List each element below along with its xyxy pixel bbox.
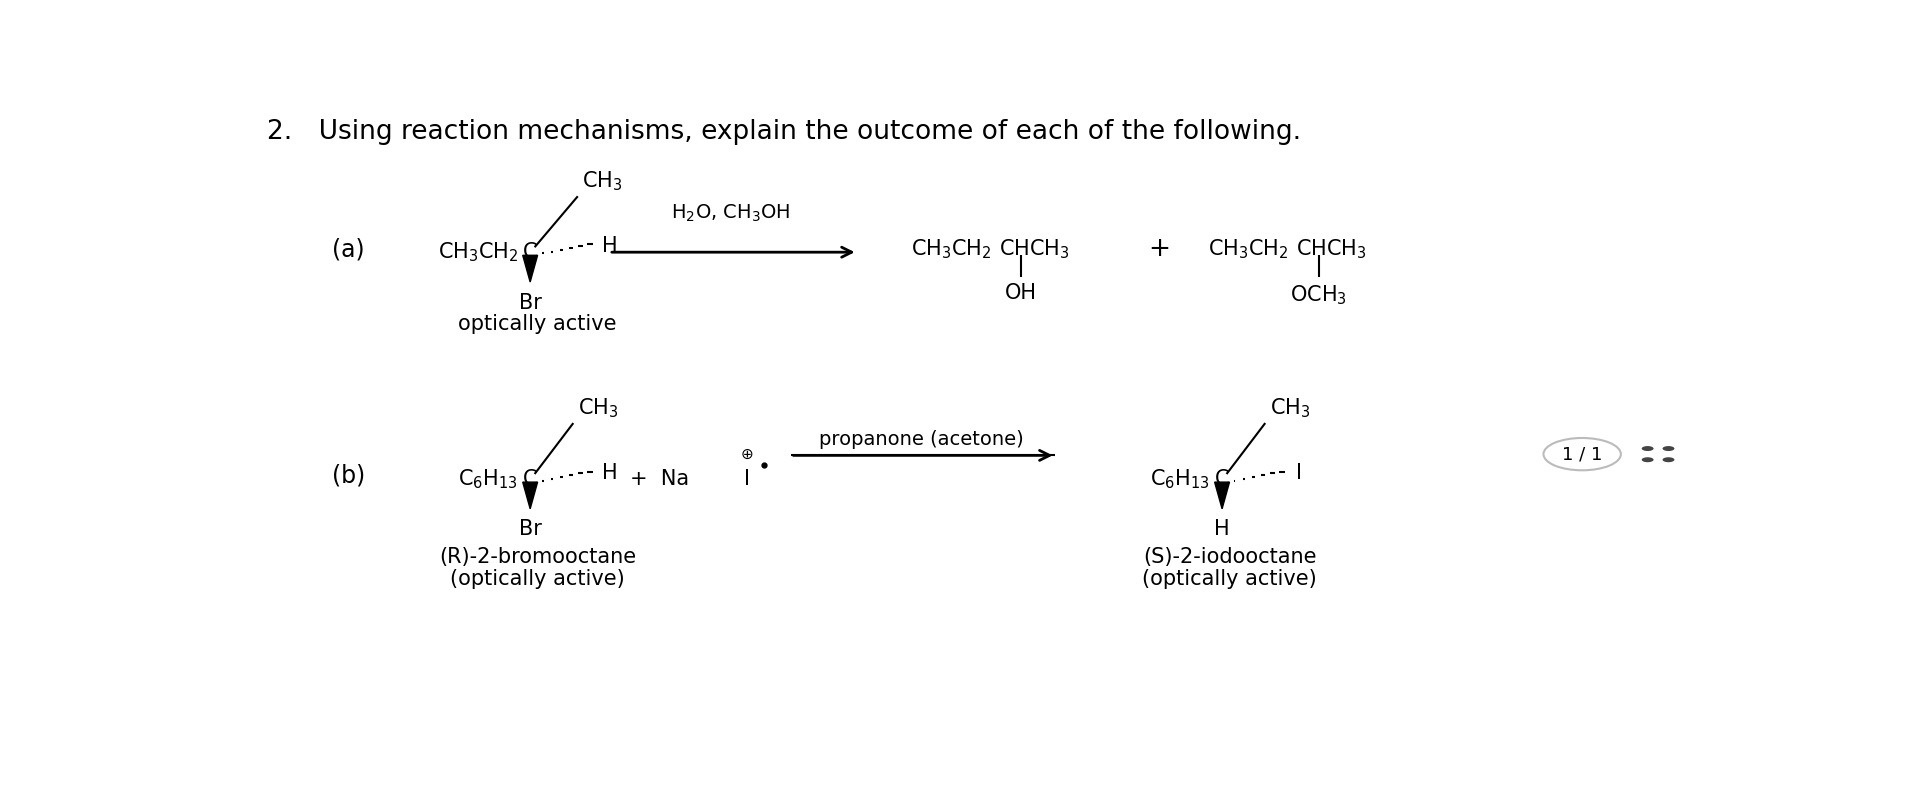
Text: H$_2$O, CH$_3$OH: H$_2$O, CH$_3$OH (672, 203, 791, 224)
Text: Br: Br (518, 293, 541, 312)
Circle shape (1642, 458, 1653, 462)
Text: H: H (601, 236, 616, 256)
Text: (optically active): (optically active) (449, 569, 626, 589)
Text: +: + (1148, 236, 1171, 262)
Text: C: C (522, 242, 538, 262)
Text: CH$_3$: CH$_3$ (578, 396, 618, 420)
Text: (optically active): (optically active) (1142, 569, 1317, 589)
Text: optically active: optically active (459, 314, 616, 333)
Text: CHCH$_3$: CHCH$_3$ (998, 237, 1069, 261)
Text: C$_6$H$_{13}$: C$_6$H$_{13}$ (1150, 467, 1210, 491)
Circle shape (1663, 458, 1674, 462)
Polygon shape (522, 482, 538, 509)
Text: OCH$_3$: OCH$_3$ (1290, 283, 1348, 307)
Text: (b): (b) (332, 464, 365, 488)
Text: CH$_3$CH$_2$: CH$_3$CH$_2$ (438, 240, 518, 264)
Text: CHCH$_3$: CHCH$_3$ (1296, 237, 1367, 261)
Circle shape (1642, 446, 1653, 451)
Polygon shape (1215, 482, 1229, 509)
Text: OH: OH (1006, 283, 1037, 303)
Text: 2.  Using reaction mechanisms, explain the outcome of each of the following.: 2. Using reaction mechanisms, explain th… (267, 119, 1302, 144)
Text: I: I (745, 469, 751, 489)
Text: CH$_3$: CH$_3$ (582, 169, 622, 193)
Text: CH$_3$CH$_2$: CH$_3$CH$_2$ (910, 237, 991, 261)
Text: I: I (1296, 462, 1302, 483)
Text: CH$_3$CH$_2$: CH$_3$CH$_2$ (1208, 237, 1288, 261)
Text: 1 / 1: 1 / 1 (1563, 445, 1603, 463)
Text: +  Na: + Na (630, 469, 689, 489)
Text: (S)-2-iodooctane: (S)-2-iodooctane (1142, 547, 1317, 567)
Text: C: C (1215, 469, 1229, 489)
Text: propanone (acetone): propanone (acetone) (820, 430, 1023, 449)
Text: ⊕: ⊕ (741, 446, 755, 462)
Text: Br: Br (518, 520, 541, 539)
Text: H: H (1213, 520, 1231, 539)
Text: (a): (a) (332, 237, 365, 261)
Text: CH$_3$: CH$_3$ (1269, 396, 1309, 420)
Text: C: C (522, 469, 538, 489)
Text: C$_6$H$_{13}$: C$_6$H$_{13}$ (459, 467, 518, 491)
Text: (R)-2-bromooctane: (R)-2-bromooctane (440, 547, 636, 567)
Polygon shape (522, 255, 538, 282)
Circle shape (1663, 446, 1674, 451)
Text: H: H (601, 462, 616, 483)
